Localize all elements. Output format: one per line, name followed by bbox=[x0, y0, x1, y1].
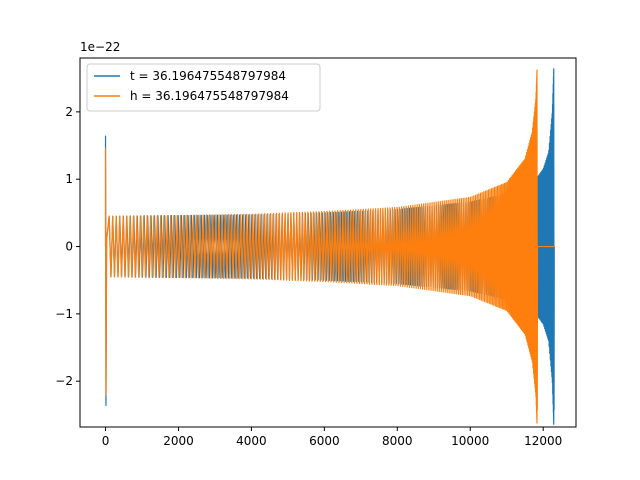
y-tick-label: 0 bbox=[65, 240, 73, 254]
legend-label-1: t = 36.196475548797984 bbox=[130, 69, 286, 83]
x-tick-label: 6000 bbox=[309, 434, 340, 448]
y-tick-label: 2 bbox=[65, 105, 73, 119]
series-line-2 bbox=[104, 69, 555, 424]
y-tick-label: −2 bbox=[55, 374, 73, 388]
y-offset-text: 1e−22 bbox=[80, 40, 120, 54]
axes-frame bbox=[79, 57, 577, 428]
x-tick-label: 10000 bbox=[451, 434, 489, 448]
y-tick-label: 1 bbox=[65, 172, 73, 186]
x-tick-label: 4000 bbox=[236, 434, 267, 448]
x-tick-label: 2000 bbox=[163, 434, 194, 448]
legend-box bbox=[86, 63, 321, 112]
legend-label-2: h = 36.196475548797984 bbox=[130, 89, 289, 103]
x-tick-label: 12000 bbox=[524, 434, 562, 448]
y-tick-label: −1 bbox=[55, 307, 73, 321]
plot-area bbox=[104, 68, 555, 425]
legend: t = 36.196475548797984 h = 36.19647554879… bbox=[86, 63, 321, 112]
x-tick-label: 0 bbox=[102, 434, 110, 448]
x-tick-label: 8000 bbox=[382, 434, 413, 448]
y-axis: −2 −1 0 1 2 bbox=[55, 105, 80, 388]
x-axis: 0 2000 4000 6000 8000 10000 12000 bbox=[102, 427, 562, 448]
